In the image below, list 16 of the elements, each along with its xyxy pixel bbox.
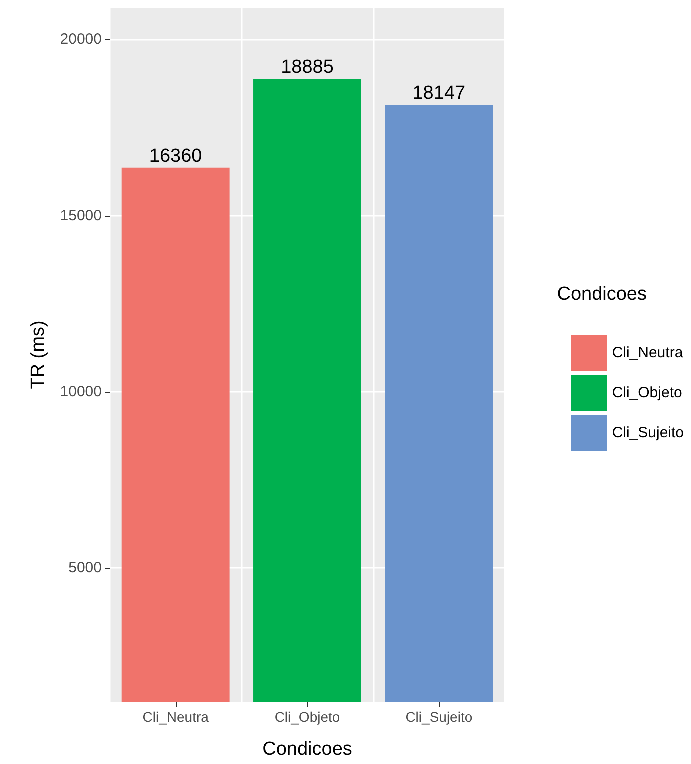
legend-label: Cli_Sujeito	[612, 424, 684, 442]
data-label: 16360	[149, 146, 202, 167]
x-tick-label: Cli_Neutra	[142, 709, 210, 725]
legend-label: Cli_Neutra	[612, 344, 684, 362]
legend-title: Condicoes	[557, 284, 648, 305]
x-tick-label: Cli_Objeto	[274, 709, 340, 725]
y-tick-label: 10000	[60, 383, 102, 400]
y-tick-label: 15000	[60, 207, 102, 224]
data-label: 18147	[412, 82, 466, 104]
data-label: 18885	[281, 56, 334, 78]
x-axis-title: Condicoes	[262, 739, 352, 760]
x-tick-label: Cli_Sujeito	[406, 709, 473, 725]
legend-label: Cli_Objeto	[612, 384, 682, 402]
y-tick-label: 5000	[68, 560, 102, 577]
y-axis-title: TR (ms)	[28, 320, 49, 390]
y-tick-label: 20000	[60, 31, 102, 48]
